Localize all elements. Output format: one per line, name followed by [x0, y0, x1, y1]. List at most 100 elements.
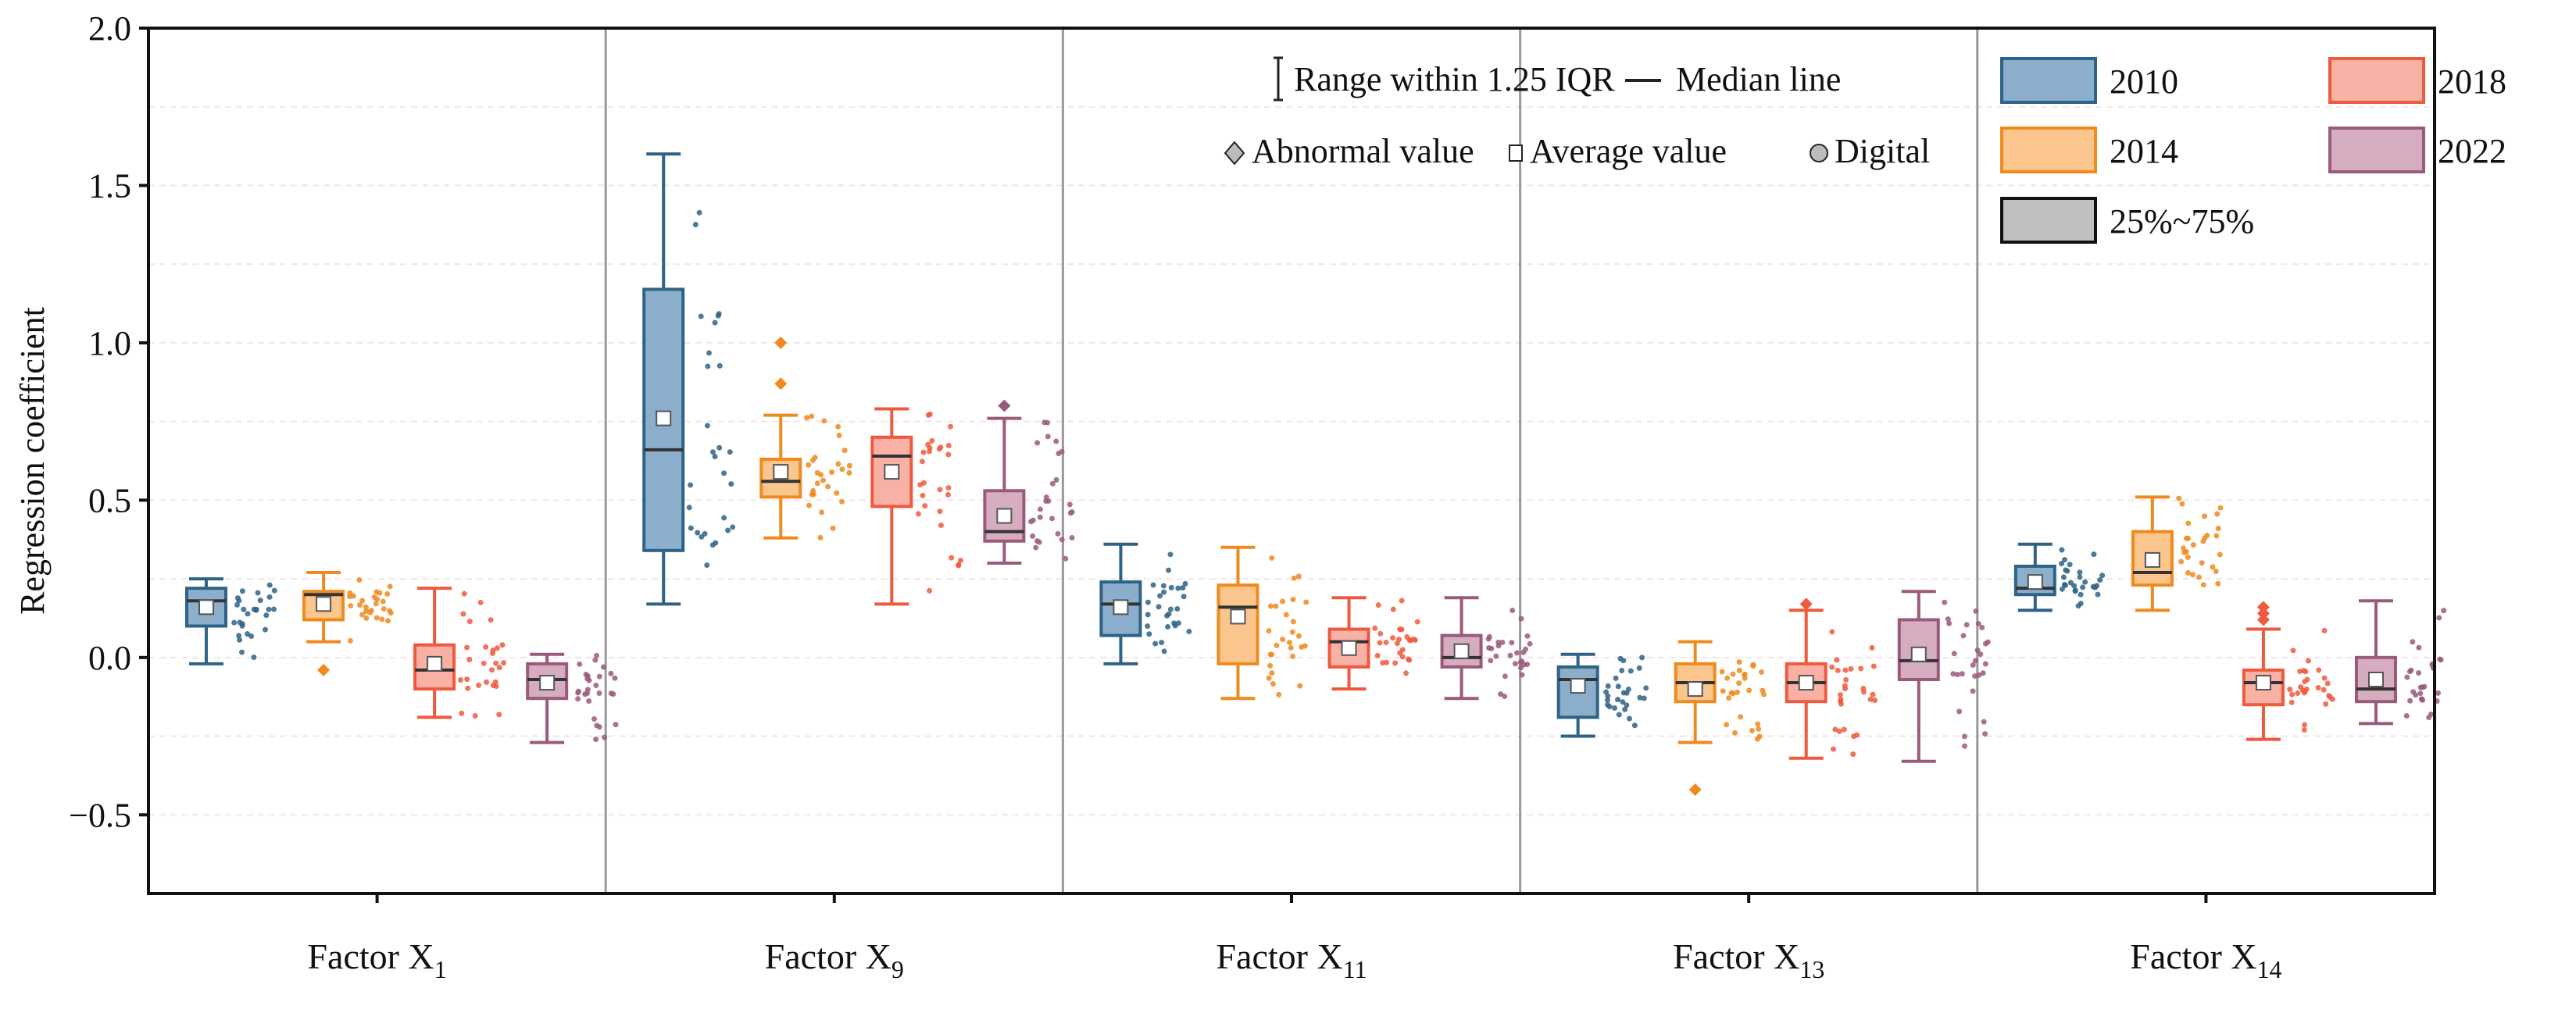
data-point: [380, 598, 386, 605]
data-point: [1832, 726, 1838, 733]
legend-swatch-iqr: [2000, 197, 2097, 244]
mean-marker: [539, 675, 556, 691]
data-point: [1049, 516, 1056, 522]
data-point: [1145, 599, 1151, 605]
data-point: [2179, 501, 2185, 507]
outlier-marker: [2256, 613, 2270, 626]
data-point: [1620, 690, 1627, 696]
data-point: [2062, 557, 2068, 563]
box-2010-group-4: [1556, 652, 1649, 738]
data-point: [1837, 692, 1843, 698]
data-point: [1514, 650, 1520, 656]
data-point: [1524, 633, 1531, 639]
data-point: [915, 511, 921, 517]
data-point: [1950, 671, 1956, 677]
data-point: [709, 449, 716, 455]
data-point: [804, 415, 810, 421]
data-point: [1290, 653, 1296, 659]
legend-label-median: Median line: [1676, 60, 1841, 98]
data-point: [1838, 701, 1844, 707]
data-point: [363, 604, 369, 610]
legend-label-abnormal: Abnormal value: [1252, 132, 1474, 170]
data-point: [2321, 627, 2328, 633]
data-point: [927, 445, 933, 451]
data-point: [1384, 659, 1390, 665]
data-point: [927, 587, 933, 594]
data-point: [1951, 651, 1957, 657]
data-point: [2421, 683, 2428, 690]
data-point: [387, 583, 393, 590]
legend-swatch-2018: [2328, 57, 2425, 104]
legend-swatch-2010: [2000, 57, 2097, 104]
data-point: [1974, 647, 1981, 654]
data-point: [2075, 603, 2081, 609]
data-point: [2091, 551, 2097, 558]
data-point: [1055, 530, 1061, 537]
data-point: [720, 470, 727, 476]
data-point: [459, 710, 465, 716]
data-point: [1742, 671, 1748, 677]
category-name: Factor X: [307, 936, 434, 976]
box-2014-group-4: [1674, 640, 1767, 797]
data-point: [716, 444, 723, 451]
data-point: [1970, 688, 1976, 694]
data-point: [255, 590, 261, 596]
data-point: [1049, 480, 1056, 487]
mean-marker: [2144, 551, 2160, 568]
data-point: [602, 734, 608, 740]
data-point: [2408, 667, 2414, 673]
data-point: [1615, 697, 1621, 703]
data-point: [356, 576, 363, 583]
category-subscript: 9: [891, 955, 904, 983]
data-point: [812, 455, 818, 461]
data-point: [2183, 535, 2189, 541]
data-point: [586, 698, 592, 705]
data-point: [464, 644, 470, 651]
data-point: [846, 462, 852, 469]
data-point: [271, 606, 277, 612]
data-point: [836, 432, 842, 438]
data-point: [266, 606, 272, 612]
data-point: [1295, 633, 1302, 639]
data-point: [688, 482, 694, 488]
data-point: [2297, 669, 2303, 675]
data-point: [1973, 608, 1979, 614]
data-point: [239, 621, 245, 627]
data-point: [387, 608, 393, 614]
data-point: [2185, 569, 2192, 576]
data-point: [1297, 683, 1303, 689]
data-point: [2196, 574, 2203, 580]
legend-label-range: Range within 1.25 IQR: [1294, 60, 1615, 98]
data-point: [1724, 722, 1730, 728]
data-point: [2097, 577, 2103, 583]
data-point: [363, 615, 370, 621]
data-point: [1053, 476, 1059, 483]
data-point: [1495, 643, 1502, 649]
data-point: [1399, 654, 1406, 660]
data-point: [1059, 537, 1065, 543]
data-point: [2185, 554, 2191, 560]
data-point: [1045, 419, 1051, 426]
data-point: [1167, 606, 1174, 612]
data-point: [384, 590, 391, 597]
category-name: Factor X: [1216, 936, 1342, 976]
data-point: [494, 645, 500, 651]
data-point: [2063, 567, 2069, 573]
data-point: [2316, 667, 2322, 673]
data-point: [1616, 712, 1622, 718]
data-point: [231, 619, 238, 626]
data-point: [1615, 683, 1621, 690]
data-point: [1037, 506, 1043, 512]
x-tick-label: Factor X1: [307, 936, 446, 983]
data-point: [1838, 696, 1844, 702]
data-point: [593, 682, 599, 688]
data-point: [712, 454, 718, 460]
x-tick-label: Factor X14: [2130, 936, 2281, 983]
data-point: [1167, 551, 1174, 558]
legend-label-iqr: 25%~75%: [2110, 202, 2254, 241]
data-point: [266, 594, 273, 600]
data-point: [920, 449, 927, 455]
box-2010-group-5: [2013, 542, 2106, 612]
data-point: [1872, 697, 1878, 704]
data-point: [356, 602, 363, 608]
